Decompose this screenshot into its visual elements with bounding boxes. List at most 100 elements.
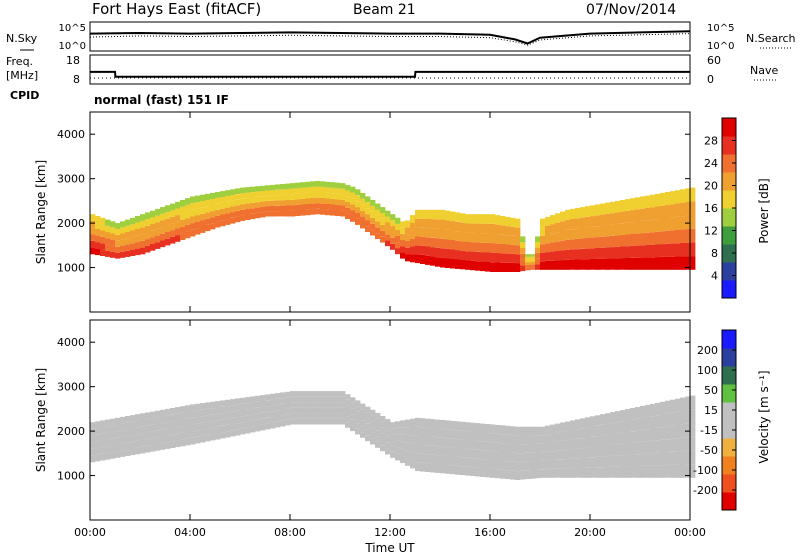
echo-cell xyxy=(385,228,391,235)
echo-cell xyxy=(95,229,101,236)
echo-cell xyxy=(615,212,621,224)
echo-cell xyxy=(425,237,431,247)
echo-cell xyxy=(495,224,501,235)
echo-cell xyxy=(355,201,361,208)
echo-cell xyxy=(445,229,451,240)
echo-cell xyxy=(225,399,231,407)
echo-cell xyxy=(400,240,406,247)
echo-cell xyxy=(255,202,261,208)
echo-cell xyxy=(310,198,316,204)
echo-cell xyxy=(385,436,391,443)
echo-cell xyxy=(340,205,346,211)
echo-cell xyxy=(480,252,486,262)
echo-cell xyxy=(265,411,271,418)
noise-left-tick-top: 10^5 xyxy=(59,23,86,34)
echo-cell xyxy=(210,192,216,199)
echo-cell xyxy=(350,403,356,409)
echo-cell xyxy=(555,213,561,223)
echo-cell xyxy=(265,423,271,430)
echo-cell xyxy=(485,432,491,442)
echo-cell xyxy=(525,444,531,453)
echo-cell xyxy=(445,438,451,448)
echo-cell xyxy=(310,402,316,408)
echo-cell xyxy=(640,257,646,270)
echo-cell xyxy=(335,396,341,403)
echo-cell xyxy=(635,257,641,270)
echo-cell xyxy=(275,184,281,190)
echo-cell xyxy=(280,211,286,217)
echo-cell xyxy=(270,200,276,206)
echo-cell xyxy=(100,447,106,454)
echo-cell xyxy=(315,186,321,192)
echo-cell xyxy=(405,234,411,241)
echo-cell xyxy=(550,424,556,434)
echo-cell xyxy=(285,391,291,398)
echo-cell xyxy=(105,232,111,239)
echo-cell xyxy=(630,408,636,420)
echo-cell xyxy=(135,248,141,256)
echo-cell xyxy=(495,451,501,461)
echo-cell xyxy=(470,232,476,243)
echo-cell xyxy=(650,465,656,478)
echo-cell xyxy=(305,187,311,193)
echo-cell xyxy=(160,423,166,430)
power-colorbar-swatch xyxy=(722,136,736,155)
echo-cell xyxy=(105,219,111,226)
echo-cell xyxy=(250,402,256,409)
echo-cell xyxy=(140,433,146,440)
echo-cell xyxy=(95,248,101,256)
echo-cell xyxy=(430,256,436,266)
echo-cell xyxy=(370,200,376,206)
echo-cell xyxy=(125,416,131,423)
echo-cell xyxy=(325,204,331,210)
echo-cell xyxy=(680,451,686,465)
echo-cell xyxy=(685,229,691,243)
echo-cell xyxy=(260,185,266,192)
echo-cell xyxy=(300,402,306,408)
echo-cell xyxy=(100,224,106,231)
echo-cell xyxy=(245,409,251,416)
echo-cell xyxy=(330,182,336,188)
echo-cell xyxy=(545,451,551,461)
echo-cell xyxy=(620,410,626,422)
echo-cell xyxy=(275,416,281,422)
echo-cell xyxy=(275,404,281,411)
echo-cell xyxy=(255,196,261,203)
echo-cell xyxy=(390,220,396,226)
echo-cell xyxy=(660,192,666,206)
echo-cell xyxy=(335,199,341,205)
echo-cell xyxy=(650,244,656,258)
echo-cell xyxy=(540,460,546,470)
echo-cell xyxy=(555,423,561,433)
echo-cell xyxy=(530,254,536,257)
echo-cell xyxy=(610,423,616,434)
echo-cell xyxy=(555,222,561,233)
echo-cell xyxy=(145,439,151,446)
echo-cell xyxy=(575,218,581,229)
echo-cell xyxy=(290,205,296,211)
echo-cell xyxy=(520,259,526,266)
echo-cell xyxy=(190,404,196,412)
echo-cell xyxy=(575,259,581,270)
echo-cell xyxy=(415,254,421,264)
echo-cell xyxy=(325,402,331,408)
echo-cell xyxy=(535,264,541,270)
echo-cell xyxy=(505,235,511,245)
echo-cell xyxy=(230,430,236,437)
echo-cell xyxy=(220,208,226,215)
echo-cell xyxy=(380,427,386,434)
echo-cell xyxy=(630,442,636,455)
echo-cell xyxy=(285,419,291,426)
echo-cell xyxy=(285,194,291,200)
echo-cell xyxy=(525,264,531,268)
echo-cell xyxy=(505,425,511,435)
echo-cell xyxy=(200,220,206,227)
echo-cell xyxy=(100,249,106,256)
echo-cell xyxy=(580,418,586,429)
echo-cell xyxy=(605,213,611,226)
echo-cell xyxy=(440,455,446,465)
echo-cell xyxy=(140,426,146,434)
echo-cell xyxy=(330,396,336,403)
echo-cell xyxy=(415,209,421,219)
echo-cell xyxy=(335,188,341,194)
